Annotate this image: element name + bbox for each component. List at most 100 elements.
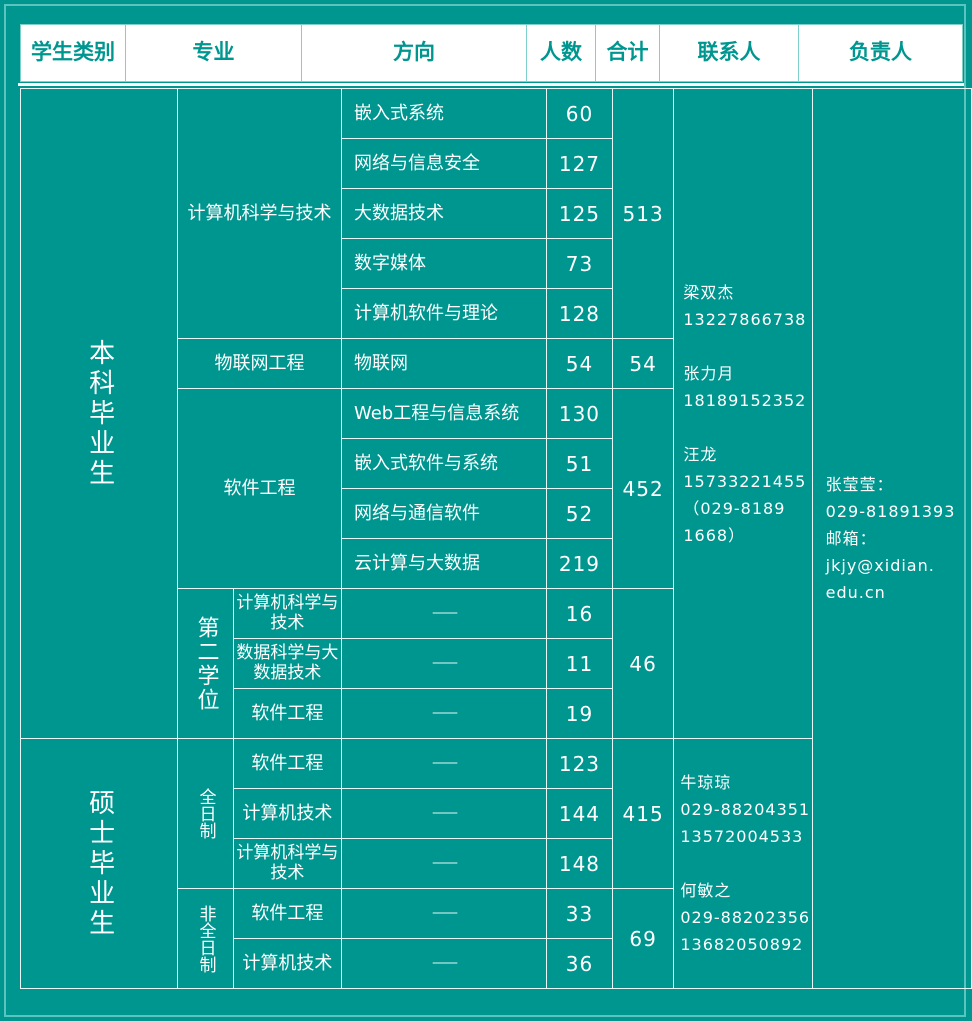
- parttime-label: 非全日制: [176, 888, 234, 989]
- table-row: 计算机技术 —— 144: [21, 788, 972, 839]
- count-cell: 52: [546, 488, 613, 539]
- direction-cell: 计算机软件与理论: [340, 288, 548, 339]
- direction-empty: ——: [340, 738, 548, 789]
- header-direction: 方向: [301, 24, 527, 82]
- count-cell: 219: [546, 538, 613, 589]
- contact-name: 何敏之: [680, 881, 732, 900]
- count-cell: 125: [546, 188, 613, 239]
- direction-cell: 网络与信息安全: [340, 138, 548, 189]
- contact-name: 汪龙: [683, 444, 718, 464]
- total-cell: 452: [611, 388, 675, 589]
- contact-phone: 15733221455: [683, 471, 807, 491]
- total-cell: 415: [611, 738, 675, 889]
- count-cell: 16: [546, 588, 613, 639]
- major-cell: 软件工程: [232, 738, 342, 789]
- direction-empty: ——: [340, 788, 548, 839]
- divider: [18, 83, 964, 86]
- direction-cell: 网络与通信软件: [340, 488, 548, 539]
- direction-cell: 嵌入式软件与系统: [340, 438, 548, 489]
- table-row: 大数据技术 125: [21, 188, 972, 239]
- major-cell: 软件工程: [232, 888, 342, 939]
- contact-name: 梁双杰: [683, 282, 735, 302]
- major-cell: 软件工程: [176, 388, 342, 589]
- undergrad-contacts: 梁双杰 13227866738 张力月 18189152352 汪龙 15733…: [673, 88, 813, 739]
- header-responsible: 负责人: [798, 24, 963, 82]
- major-cell: 计算机科学与技术: [232, 588, 342, 639]
- count-cell: 33: [546, 888, 613, 939]
- count-cell: 130: [546, 388, 613, 439]
- total-cell: 69: [611, 888, 675, 989]
- student-type-master: 硕士毕业生: [20, 738, 178, 989]
- count-cell: 123: [546, 738, 613, 789]
- total-cell: 54: [611, 338, 675, 389]
- count-cell: 73: [546, 238, 613, 289]
- contact-phone: 1668）: [683, 525, 746, 545]
- direction-cell: 物联网: [340, 338, 548, 389]
- table-row: 硕士毕业生 全日制 软件工程 —— 123 415 牛琼琼 029-882043…: [20, 738, 972, 989]
- count-cell: 148: [546, 838, 613, 889]
- responsible-phone: 029-81891393: [825, 502, 956, 521]
- direction-cell: 大数据技术: [340, 188, 548, 239]
- responsible-name: 张莹莹：: [825, 475, 894, 494]
- direction-empty: ——: [340, 888, 548, 939]
- major-cell: 计算机科学与技术: [176, 88, 342, 339]
- contact-phone: 13682050892: [680, 935, 804, 954]
- table-row: 云计算与大数据 219: [21, 538, 972, 589]
- master-contacts: 牛琼琼 029-88204351 13572004533 何敏之 029-882…: [673, 738, 813, 989]
- table-row: 网络与通信软件 52: [21, 488, 972, 539]
- header-count: 人数: [526, 24, 596, 82]
- direction-empty: ——: [340, 688, 548, 739]
- second-degree-label: 第二学位: [176, 588, 234, 739]
- major-cell: 计算机科学与技术: [232, 838, 342, 889]
- table-row: 数据科学与大数据技术 —— 11: [21, 638, 972, 689]
- total-cell: 513: [611, 88, 675, 339]
- header-total: 合计: [595, 24, 660, 82]
- responsible-email: edu.cn: [825, 583, 886, 602]
- table-row: 网络与信息安全 127: [21, 138, 972, 189]
- direction-cell: Web工程与信息系统: [340, 388, 548, 439]
- contact-phone: （029-8189: [683, 498, 786, 518]
- contact-name: 牛琼琼: [680, 773, 732, 792]
- count-cell: 127: [546, 138, 613, 189]
- direction-empty: ——: [340, 838, 548, 889]
- header-student-type: 学生类别: [20, 24, 126, 82]
- contact-phone: 13572004533: [680, 827, 804, 846]
- direction-cell: 嵌入式系统: [340, 88, 548, 139]
- direction-cell: 数字媒体: [340, 238, 548, 289]
- responsible-email: jkjy@xidian.: [825, 556, 935, 575]
- fulltime-label: 全日制: [176, 738, 234, 889]
- table-row: 嵌入式软件与系统 51: [21, 438, 972, 489]
- responsible-person: 张莹莹： 029-81891393 邮箱： jkjy@xidian. edu.c…: [811, 88, 972, 989]
- contact-phone: 18189152352: [683, 390, 807, 410]
- direction-cell: 云计算与大数据: [340, 538, 548, 589]
- table-row: 计算机技术 —— 36: [21, 938, 972, 989]
- total-cell: 46: [611, 588, 675, 739]
- major-cell: 计算机技术: [232, 938, 342, 989]
- contact-phone: 029-88202356: [680, 908, 811, 927]
- major-cell: 计算机技术: [232, 788, 342, 839]
- direction-empty: ——: [340, 938, 548, 989]
- count-cell: 11: [546, 638, 613, 689]
- table-row: 物联网工程 物联网 54 54: [21, 338, 972, 389]
- count-cell: 51: [546, 438, 613, 489]
- header-major: 专业: [125, 24, 302, 82]
- table-row: 计算机科学与技术 —— 148: [21, 838, 972, 889]
- data-table: 本科毕业生 计算机科学与技术 嵌入式系统 60 513 梁双杰 13227866…: [20, 88, 972, 989]
- major-cell: 物联网工程: [176, 338, 342, 389]
- contact-phone: 029-88204351: [680, 800, 811, 819]
- major-cell: 软件工程: [232, 688, 342, 739]
- table-row: 软件工程 Web工程与信息系统 130 452: [21, 388, 972, 589]
- contact-phone: 13227866738: [683, 309, 807, 329]
- count-cell: 144: [546, 788, 613, 839]
- table-header: 学生类别 专业 方向 人数 合计 联系人 负责人: [20, 24, 963, 82]
- major-cell: 数据科学与大数据技术: [232, 638, 342, 689]
- count-cell: 128: [546, 288, 613, 339]
- header-contact: 联系人: [659, 24, 799, 82]
- responsible-email-label: 邮箱：: [825, 529, 877, 548]
- direction-empty: ——: [340, 588, 548, 639]
- table-row: 本科毕业生 计算机科学与技术 嵌入式系统 60 513 梁双杰 13227866…: [20, 88, 972, 989]
- student-type-undergrad: 本科毕业生: [20, 88, 178, 739]
- table-row: 计算机软件与理论 128: [21, 288, 972, 339]
- count-cell: 54: [546, 338, 613, 389]
- count-cell: 60: [546, 88, 613, 139]
